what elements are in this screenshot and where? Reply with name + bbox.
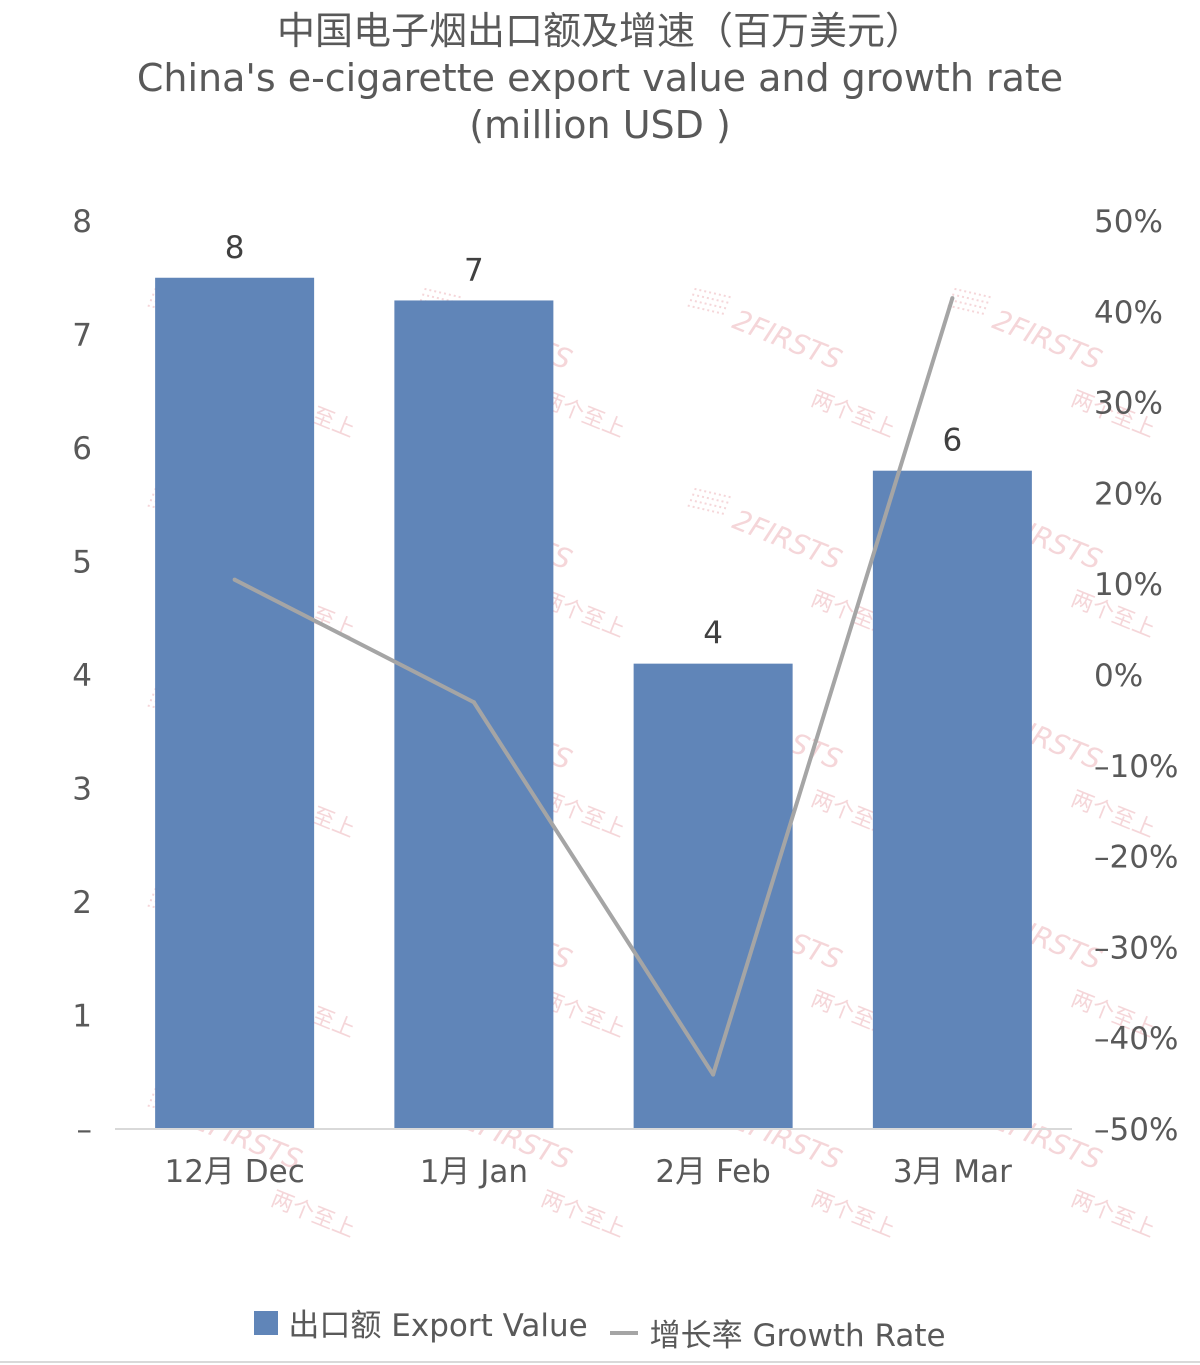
y-left-tick-label: 5 <box>72 545 92 581</box>
title-unit: (million USD ) <box>469 103 731 147</box>
x-tick-label: 3月 Mar <box>893 1154 1012 1190</box>
bar <box>872 470 1032 1129</box>
y-right-tick-label: –30% <box>1094 930 1178 966</box>
watermark-dots <box>692 493 730 505</box>
y-right-tick-label: 30% <box>1094 386 1163 422</box>
growth-line-series <box>232 296 955 1077</box>
legend-item-export-value: 出口额 Export Value <box>254 1300 588 1345</box>
growth-rate-point <box>471 700 476 705</box>
watermark-dots <box>147 304 186 316</box>
bar-data-label: 6 <box>943 423 963 459</box>
bar <box>394 300 554 1129</box>
y-left-tick-label: 2 <box>72 885 92 921</box>
title-english: China's e-cigarette export value and gro… <box>136 56 1064 100</box>
watermark-text: 2FIRSTS <box>728 503 846 576</box>
watermark-dots <box>147 1104 186 1116</box>
watermark-dots <box>147 904 186 916</box>
y-right-tick-label: –40% <box>1094 1021 1178 1057</box>
watermark-dots <box>424 287 463 299</box>
title-chinese: 中国电子烟出口额及增速（百万美元） <box>276 9 923 53</box>
y-right-tick-label: –20% <box>1094 840 1178 876</box>
watermark-dots <box>422 293 460 305</box>
legend-line-swatch <box>609 1330 638 1335</box>
y-left-tick-label: 4 <box>72 658 92 694</box>
y-right-tick-label: 10% <box>1094 567 1163 603</box>
x-tick-label: 12月 Dec <box>164 1154 304 1190</box>
watermark-subtext: 两个至上 <box>807 387 898 443</box>
x-tick-label: 1月 Jan <box>420 1154 528 1190</box>
y-left-tick-label: 6 <box>72 431 92 467</box>
watermark-dots <box>687 504 726 516</box>
chart-title: 中国电子烟出口额及增速（百万美元） China's e-cigarette ex… <box>0 8 1200 149</box>
y-right-tick-label: –10% <box>1094 749 1178 785</box>
y-right-tick-label: 20% <box>1094 476 1163 512</box>
watermark-dots <box>949 299 988 310</box>
watermark-text: 2FIRSTS <box>988 303 1106 376</box>
y-left-tick-label: 1 <box>72 999 92 1035</box>
growth-rate-line <box>233 297 955 1077</box>
watermark-dots <box>954 287 993 299</box>
growth-rate-point <box>711 1072 716 1077</box>
watermark-dots <box>147 504 186 516</box>
legend-label-growth-rate: 增长率 Growth Rate <box>649 1318 946 1354</box>
bar-data-label: 7 <box>464 252 484 288</box>
y-right-tick-label: 40% <box>1094 295 1163 331</box>
watermark-subtext: 两个至上 <box>1067 1187 1158 1243</box>
y-right-tick-label: –50% <box>1094 1112 1178 1148</box>
legend-bar-swatch <box>254 1310 279 1335</box>
watermark-dots <box>689 299 728 310</box>
x-axis: 12月 Dec 1月 Jan 2月 Feb 3月 Mar <box>164 1154 1012 1190</box>
watermark-subtext: 两个至上 <box>267 1187 358 1243</box>
y-left-tick-label: 7 <box>72 318 92 354</box>
watermark-dots <box>694 287 733 299</box>
y-left-tick-label: 8 <box>72 204 92 240</box>
growth-rate-point <box>950 296 955 301</box>
legend-label-export-value: 出口额 Export Value <box>288 1308 588 1344</box>
watermark-mark: 2FIRSTS 两个至上 <box>687 287 898 443</box>
y-axis-right: 50% 40% 30% 20% 10% 0% –10% –20% –30% –40% –50% <box>1094 204 1178 1148</box>
bar-data-label: 8 <box>225 230 245 266</box>
y-axis-left: – 1 2 3 4 5 6 7 8 <box>72 204 92 1148</box>
bar <box>155 277 315 1129</box>
watermark-subtext: 两个至上 <box>1067 787 1158 843</box>
y-left-tick-label: 3 <box>72 772 92 808</box>
watermark-dots <box>692 293 730 305</box>
watermark-dots <box>952 293 990 305</box>
y-left-tick-label: – <box>77 1112 93 1148</box>
y-right-tick-label: 50% <box>1094 204 1163 240</box>
x-tick-label: 2月 Feb <box>655 1154 770 1190</box>
watermark-dots <box>689 499 728 510</box>
watermark-text: 2FIRSTS <box>728 303 846 376</box>
growth-rate-point <box>232 577 237 582</box>
legend: 出口额 Export Value 增长率 Growth Rate <box>0 1300 1200 1355</box>
bottom-border <box>0 1361 1200 1363</box>
watermark-dots <box>147 704 186 716</box>
legend-item-growth-rate: 增长率 Growth Rate <box>609 1310 946 1355</box>
bar-series <box>155 277 1032 1129</box>
bar-data-labels: 8 7 4 6 <box>225 230 962 652</box>
bar-data-label: 4 <box>703 616 723 652</box>
watermark-subtext: 两个至上 <box>807 1187 898 1243</box>
watermark-dots <box>947 304 986 316</box>
y-right-tick-label: 0% <box>1094 658 1143 694</box>
watermark-subtext: 两个至上 <box>537 1187 628 1243</box>
watermark-dots <box>687 304 726 316</box>
watermark-dots <box>694 487 733 499</box>
